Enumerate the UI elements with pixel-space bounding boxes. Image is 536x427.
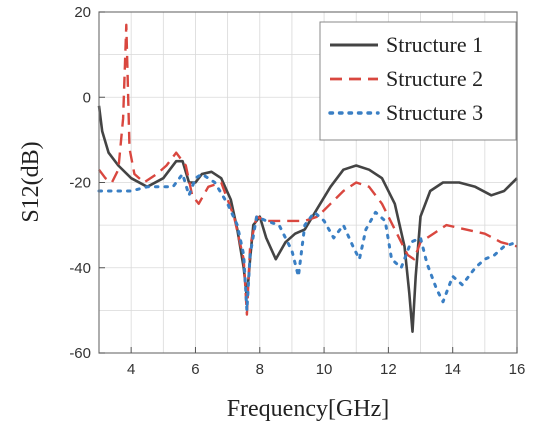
x-tick-label: 12 [380,361,397,378]
series-line-2 [98,23,518,316]
x-tick-label: 10 [316,361,333,378]
y-tick-label: 20 [74,4,91,21]
series-line-1 [97,105,518,334]
x-tick-label: 6 [191,361,199,378]
legend-label-3: Structure 3 [386,100,483,125]
y-tick-label: 0 [83,89,91,106]
x-tick-label: 16 [509,361,526,378]
legend-label-1: Structure 1 [386,32,483,57]
x-tick-label: 4 [127,361,135,378]
legend-box [319,21,517,141]
y-axis-title: S12(dB) [18,141,44,222]
y-tick-label: -60 [69,345,91,362]
y-tick-label: -20 [69,175,91,192]
legend: Structure 1 Structure 2 Structure 3 [319,21,517,141]
y-tick-label: -40 [69,260,91,277]
series-lines [97,23,519,334]
x-axis-title: Frequency[GHz] [227,396,390,422]
x-tick-label: 14 [444,361,461,378]
ticks: 4 6 8 10 12 14 16 -60 -40 -20 0 20 [69,4,525,378]
legend-label-2: Structure 2 [386,66,483,91]
x-tick-label: 8 [256,361,264,378]
